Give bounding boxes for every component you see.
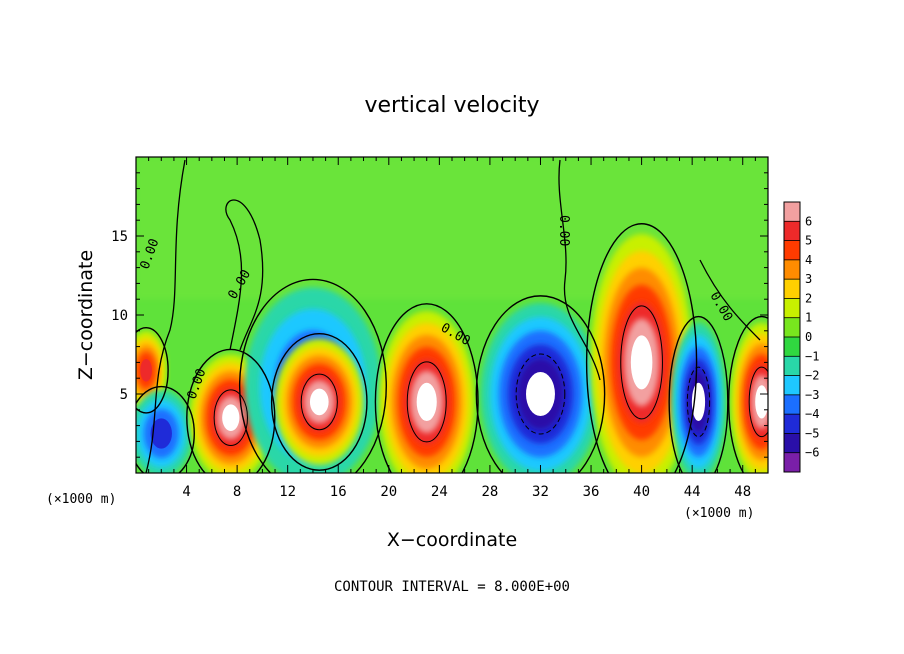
field-cell-7 xyxy=(480,303,601,473)
x-tick-label-20: 20 xyxy=(380,484,397,500)
z-axis-label: Z−coordinate xyxy=(75,250,97,380)
zero-contour-9 xyxy=(668,315,729,473)
field-cell-9 xyxy=(671,322,726,473)
x-tick-label-16: 16 xyxy=(330,484,347,500)
colorbar-tick-label-11: −5 xyxy=(805,426,819,440)
x-tick-label-28: 28 xyxy=(481,484,498,500)
colorbar-tick-label-2: 4 xyxy=(805,253,812,267)
chart-title: vertical velocity xyxy=(364,93,539,118)
z-axis-ticks: 5 10 15 xyxy=(111,172,768,458)
colorbar-tick-label-9: −3 xyxy=(805,388,819,402)
zero-contour-trace-4 xyxy=(699,259,761,341)
colorbar-swatch xyxy=(784,279,800,299)
x-tick-label-32: 32 xyxy=(532,484,549,500)
z-tick-label-15: 15 xyxy=(111,229,128,245)
colorbar-tick-label-8: −2 xyxy=(805,369,819,383)
x-tick-label-24: 24 xyxy=(431,484,448,500)
field-cell-7-ring-6 xyxy=(526,371,555,417)
x-tick-label-36: 36 xyxy=(583,484,600,500)
colorbar-tick-label-1: 5 xyxy=(805,234,812,248)
colorbar-swatch xyxy=(784,202,800,222)
zero-contour-10 xyxy=(727,315,768,473)
x-unit-label-left: (×1000 m) xyxy=(46,492,116,507)
x-tick-label-8: 8 xyxy=(233,484,241,500)
colorbar-tick-label-10: −4 xyxy=(805,407,819,421)
zero-contour-5 xyxy=(270,332,368,471)
field-cell-5 xyxy=(274,338,364,466)
x-tick-label-44: 44 xyxy=(684,484,701,500)
zero-contour-2 xyxy=(136,385,195,473)
inner-contour-3 xyxy=(213,389,248,447)
colorbar-tick-label-5: 1 xyxy=(805,311,812,325)
x-unit-label-right: (×1000 m) xyxy=(684,506,754,521)
inner-contour-10 xyxy=(748,366,768,438)
inner-contour-5 xyxy=(300,373,338,431)
inner-contour-8 xyxy=(620,305,663,420)
field-cell-10 xyxy=(730,322,768,473)
colorbar-tick-label-3: 3 xyxy=(805,272,812,286)
colorbar-tick-label-0: 6 xyxy=(805,214,812,228)
inner-contour-7 xyxy=(515,353,566,435)
contour-interval-note: CONTOUR INTERVAL = 8.000E+00 xyxy=(334,579,570,595)
z-tick-label-5: 5 xyxy=(120,387,128,403)
colorbar-swatch xyxy=(784,414,800,434)
field-cell-2 xyxy=(136,390,192,473)
inner-contour-9 xyxy=(686,366,711,438)
colorbar-swatch xyxy=(784,356,800,376)
z-tick-label-10: 10 xyxy=(111,308,128,324)
field-cell-10-ring-7 xyxy=(755,385,768,419)
colorbar-swatch xyxy=(784,394,800,415)
x-tick-label-12: 12 xyxy=(279,484,296,500)
x-tick-label-40: 40 xyxy=(633,484,650,500)
colorbar-swatch xyxy=(784,433,800,453)
colorbar-tick-label-12: −6 xyxy=(805,446,819,460)
zero-contour-6 xyxy=(374,303,479,473)
field-cell-2-ring-4 xyxy=(150,418,172,449)
colorbar-tick-label-6: 0 xyxy=(805,330,812,344)
zero-contour-8 xyxy=(585,223,698,473)
x-tick-label-4: 4 xyxy=(182,484,190,500)
zero-contour-trace-1 xyxy=(145,159,186,473)
field-cell-5-ring-7 xyxy=(309,388,329,416)
colorbar-tick-label-4: 2 xyxy=(805,291,812,305)
zero-contour-1 xyxy=(136,326,169,414)
plot-area: 0.000.000.000.000.000.00 xyxy=(136,157,768,473)
colorbar-tick-label-7: −1 xyxy=(805,349,819,363)
zero-contour-3 xyxy=(186,348,276,473)
x-tick-label-48: 48 xyxy=(734,484,751,500)
field-cell-1 xyxy=(136,330,167,410)
field-cell-3-ring-7 xyxy=(222,404,240,432)
x-axis-label: X−coordinate xyxy=(387,529,517,551)
field-cell-1-ring-5 xyxy=(140,359,152,382)
colorbar: 6 5 4 3 2 1 0 −1 −2 −3 −4 −5 −6 xyxy=(783,201,819,473)
colorbar-swatch xyxy=(784,452,800,472)
zero-contour-trace-2 xyxy=(225,199,264,351)
colorbar-swatch xyxy=(784,337,800,357)
field-cell-6-ring-7 xyxy=(416,382,437,422)
zero-contour-7 xyxy=(475,295,606,473)
field-cell-8-ring-7 xyxy=(630,335,653,390)
colorbar-swatch xyxy=(784,240,800,260)
colorbar-swatch xyxy=(784,375,800,395)
colorbar-swatch xyxy=(784,317,800,337)
colorbar-swatch xyxy=(784,298,800,318)
contour-value-label-3: 0.00 xyxy=(556,215,571,246)
colorbar-swatch xyxy=(784,221,800,241)
zero-contour-4 xyxy=(238,278,387,473)
zero-contour-trace-3 xyxy=(558,159,601,381)
colorbar-swatch xyxy=(784,259,800,280)
x-axis-ticks: 4 8 12 16 20 24 28 32 36 40 44 48 xyxy=(135,157,769,500)
inner-contour-6 xyxy=(406,361,447,443)
